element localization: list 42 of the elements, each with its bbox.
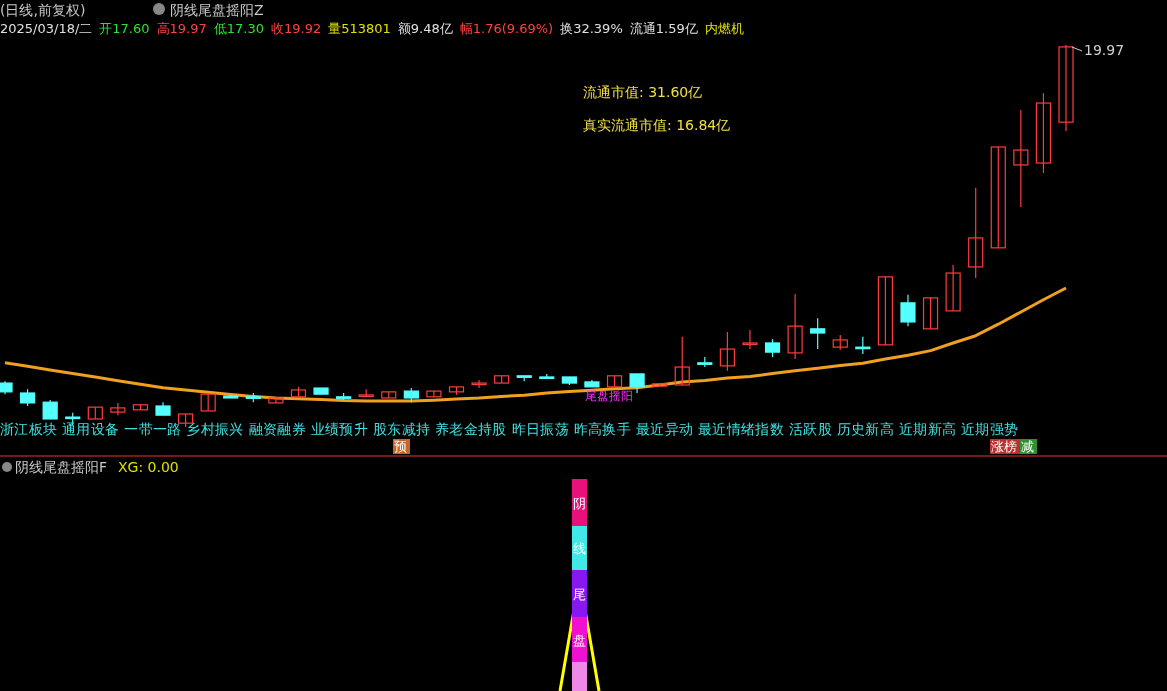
candlestick bbox=[268, 397, 284, 404]
candlestick bbox=[42, 399, 58, 420]
text: 幅1.76(9.69%) bbox=[459, 21, 554, 36]
text: 阴线尾盘 bbox=[573, 495, 586, 648]
candlestick bbox=[742, 329, 758, 350]
text: 换32.39% bbox=[560, 21, 623, 36]
candlestick bbox=[922, 296, 939, 330]
annotation: 浙江板块 通用设备 一带一路 乡村振兴 融资融券 业绩预升 股东减持 养老金持股 昨日振荡 昨高换手 最近异动 最近情绪指数 活跃股 历史新高 近期新高 近期强势 bbox=[0, 421, 1018, 437]
candlestick bbox=[719, 331, 735, 372]
chart-subtitle: 阴线尾盘摇阳Z bbox=[170, 2, 264, 18]
text: 收19.92 bbox=[270, 21, 322, 36]
candlestick bbox=[674, 336, 690, 386]
candlestick bbox=[968, 187, 984, 279]
candlestick bbox=[426, 390, 442, 398]
candlestick bbox=[990, 146, 1006, 249]
text: 额9.48亿 bbox=[397, 21, 453, 36]
text: 19.97 bbox=[1084, 42, 1125, 58]
chart-title: (日线,前复权) bbox=[0, 2, 86, 18]
candlestick bbox=[877, 276, 893, 346]
annotation: 流通市值: 31.60亿 bbox=[583, 84, 703, 100]
text: 低17.30 bbox=[213, 21, 264, 36]
text: 阴线尾盘摇阳F bbox=[15, 459, 108, 475]
candlestick bbox=[1035, 92, 1052, 174]
text: 预 bbox=[394, 439, 407, 454]
candlestick bbox=[1013, 109, 1029, 208]
text: XG: 0.00 bbox=[118, 459, 179, 475]
text: 内燃机 bbox=[704, 21, 744, 36]
text: 2025/03/18/二 bbox=[0, 21, 93, 36]
annotation: 真实流通市值: 16.84亿 bbox=[583, 117, 731, 133]
text: 量513801 bbox=[328, 21, 391, 36]
candlestick bbox=[110, 402, 126, 416]
annotation: 尾盘摇阳 bbox=[585, 389, 633, 403]
candlestick bbox=[810, 317, 826, 350]
text: 减 bbox=[1021, 439, 1034, 454]
candlestick bbox=[471, 379, 487, 389]
candlestick bbox=[945, 264, 961, 312]
candlestick bbox=[787, 293, 803, 360]
text: 涨榜 bbox=[991, 439, 1017, 454]
text: 高19.97 bbox=[156, 21, 207, 36]
text: 开17.60 bbox=[99, 21, 150, 36]
text: 流通1.59亿 bbox=[629, 21, 698, 36]
candlestick bbox=[900, 294, 916, 327]
